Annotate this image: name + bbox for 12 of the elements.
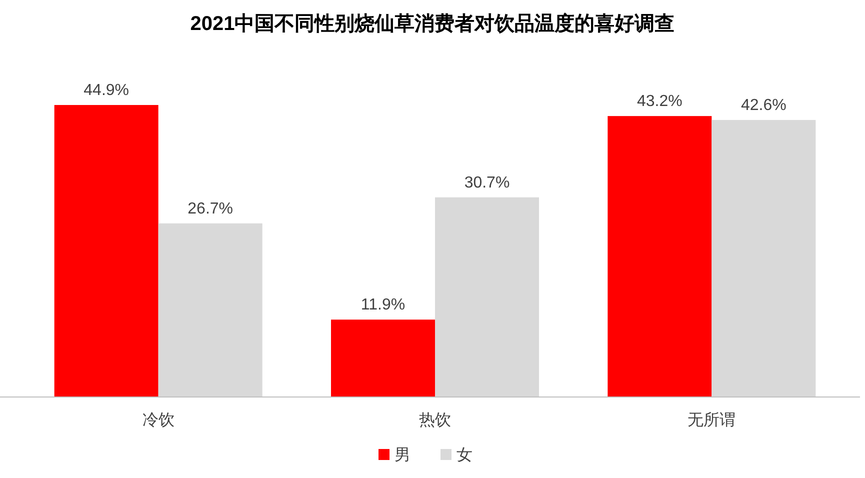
- data-label: 42.6%: [740, 96, 786, 114]
- legend-label: 男: [394, 447, 410, 464]
- x-tick-label: 冷饮: [142, 412, 174, 429]
- x-tick-label: 无所谓: [688, 411, 736, 429]
- data-label: 44.9%: [84, 82, 130, 99]
- legend-label: 女: [456, 447, 472, 464]
- title: 2021中国不同性别烧仙草消费者对饮品温度的喜好调查: [190, 13, 675, 35]
- data-label: 11.9%: [360, 296, 406, 314]
- data-label: 43.2%: [636, 93, 682, 110]
- data-label: 30.7%: [464, 174, 510, 192]
- x-tick-label: 热饮: [419, 412, 451, 429]
- data-label: 26.7%: [188, 200, 234, 218]
